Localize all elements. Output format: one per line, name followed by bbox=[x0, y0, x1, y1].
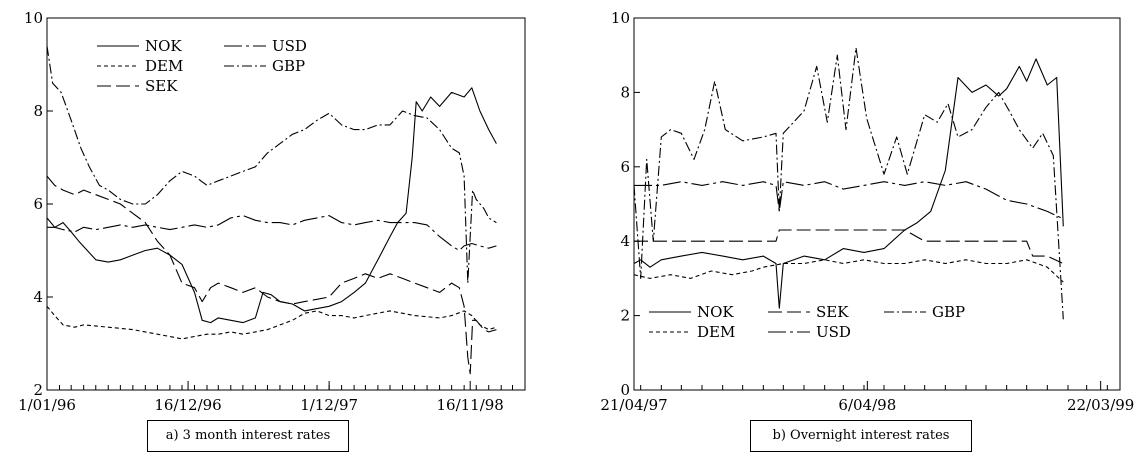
chart-b-x-tick-label: 22/03/99 bbox=[1067, 396, 1134, 414]
chart-a-legend-label-dem: DEM bbox=[145, 57, 183, 75]
chart-b-legend-label-gbp: GBP bbox=[932, 303, 965, 321]
chart-a-y-tick-label: 6 bbox=[33, 195, 43, 213]
chart-b-legend-label-nok: NOK bbox=[697, 303, 734, 321]
chart-b-legend-label-sek: SEK bbox=[816, 303, 849, 321]
chart-b-y-tick-label: 0 bbox=[620, 381, 630, 399]
chart-a-series-nok bbox=[46, 87, 497, 324]
chart-a-x-tick-label: 1/01/96 bbox=[18, 396, 76, 414]
chart-a-x-tick-label: 16/12/96 bbox=[154, 396, 221, 414]
chart-b-x-tick-label: 21/04/97 bbox=[600, 396, 667, 414]
chart-a-legend-label-gbp: GBP bbox=[272, 57, 305, 75]
chart-b-frame bbox=[633, 17, 1121, 391]
chart-b-series-usd bbox=[634, 181, 1064, 220]
chart-b-x-tick-label: 6/04/98 bbox=[838, 396, 896, 414]
chart-b-y-tick-label: 4 bbox=[620, 232, 630, 250]
chart-b-y-tick-label: 8 bbox=[620, 83, 630, 101]
chart-a-series-gbp bbox=[46, 45, 497, 284]
chart-a-legend-label-usd: USD bbox=[272, 37, 307, 55]
chart-a-x-tick-label: 1/12/97 bbox=[300, 396, 358, 414]
caption-chart-a: a) 3 month interest rates bbox=[147, 420, 349, 452]
chart-b-y-tick-label: 6 bbox=[620, 158, 630, 176]
chart-b-y-tick-label: 2 bbox=[620, 307, 630, 325]
chart-b-series-gbp bbox=[633, 47, 1064, 320]
chart-a-y-tick-label: 2 bbox=[33, 381, 43, 399]
chart-a-y-tick-label: 8 bbox=[33, 102, 43, 120]
chart-a-y-tick-label: 10 bbox=[24, 9, 43, 27]
chart-b-series-nok bbox=[633, 58, 1064, 309]
chart-b-legend-label-dem: DEM bbox=[697, 323, 735, 341]
chart-a-series-dem bbox=[46, 305, 497, 340]
chart-b-y-tick-label: 10 bbox=[611, 9, 630, 27]
chart-b-series-dem bbox=[633, 259, 1064, 283]
chart-a-legend-label-nok: NOK bbox=[145, 37, 182, 55]
caption-chart-b: b) Overnight interest rates bbox=[750, 420, 972, 452]
chart-a-series-sek bbox=[46, 175, 497, 375]
chart-b-series-sek bbox=[634, 229, 1064, 264]
chart-a-x-tick-label: 16/11/98 bbox=[436, 396, 503, 414]
chart-a-legend-label-sek: SEK bbox=[145, 77, 178, 95]
chart-a-y-tick-label: 4 bbox=[33, 288, 43, 306]
chart-b-legend-label-usd: USD bbox=[816, 323, 851, 341]
chart-a-series-usd bbox=[47, 215, 497, 252]
